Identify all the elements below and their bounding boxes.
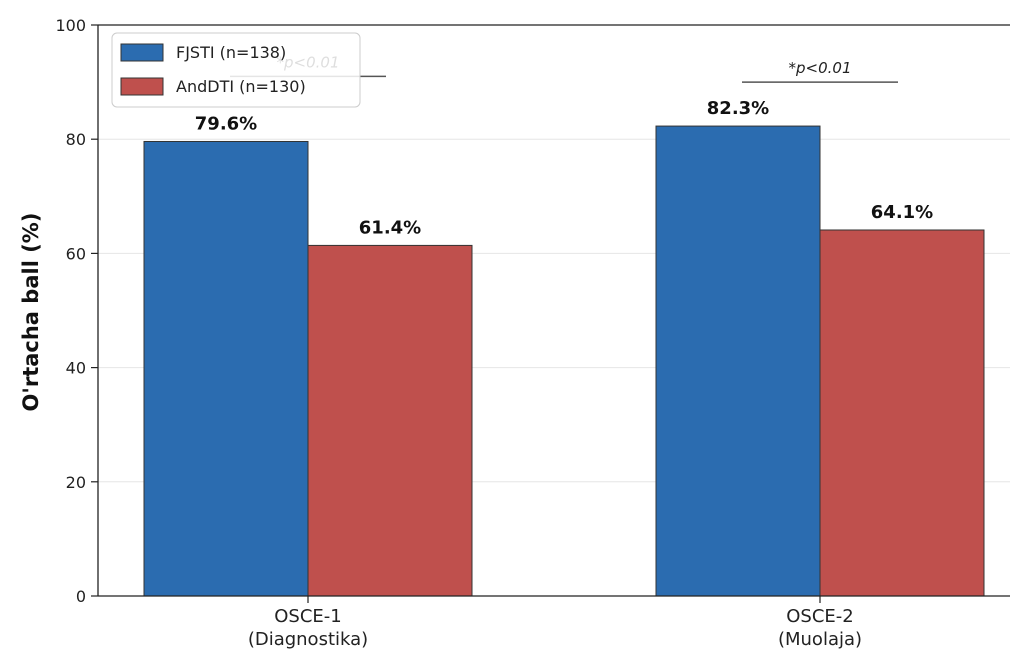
bars xyxy=(143,125,985,597)
data-label: 64.1% xyxy=(871,202,933,223)
bar xyxy=(307,244,473,597)
axes: 0 20 40 60 80 100 OSCE-1 (Diagnostika) OSCE-2 (Mu… xyxy=(55,16,1010,650)
data-label: 82.3% xyxy=(707,98,769,119)
x-tick-label: OSCE-2 (Muolaja) xyxy=(778,606,862,650)
legend-swatch xyxy=(120,43,164,62)
legend: FJSTI (n=138) AndDTI (n=130) xyxy=(111,32,361,108)
data-label: 79.6% xyxy=(195,113,257,134)
significance-label: *p<0.01 xyxy=(789,59,852,77)
data-labels: 79.6% 82.3% 61.4% 64.1% xyxy=(195,98,933,238)
y-tick-label: 20 xyxy=(66,473,86,492)
y-tick-label: 60 xyxy=(66,244,86,263)
legend-box xyxy=(111,32,361,108)
y-axis-label: O'rtacha ball (%) xyxy=(19,213,43,412)
x-tick-label: OSCE-1 (Diagnostika) xyxy=(248,606,368,650)
bar xyxy=(143,140,309,597)
legend-swatch xyxy=(120,77,164,96)
legend-label: FJSTI (n=138) xyxy=(176,43,286,62)
y-tick-label: 100 xyxy=(55,16,86,35)
legend-label: AndDTI (n=130) xyxy=(176,77,306,96)
y-tick-label: 40 xyxy=(66,359,86,378)
bar xyxy=(655,125,821,597)
data-label: 61.4% xyxy=(359,217,421,238)
y-tick-label: 80 xyxy=(66,130,86,149)
bar xyxy=(819,229,985,597)
y-tick-label: 0 xyxy=(76,587,86,606)
